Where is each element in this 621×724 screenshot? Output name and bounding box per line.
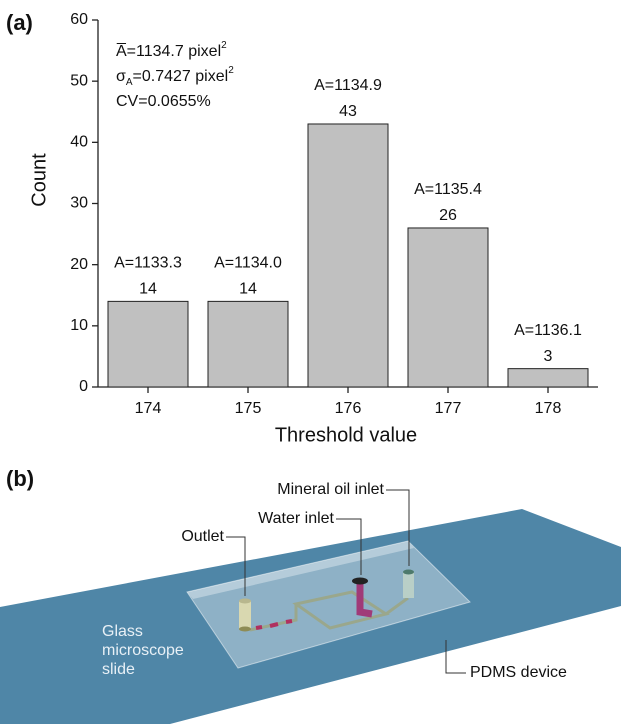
y-tick-label: 10 (70, 317, 88, 334)
value-label: 14 (139, 281, 157, 298)
stat-sup: 2 (228, 65, 234, 76)
y-tick-label: 20 (70, 256, 88, 273)
bar (107, 300, 189, 388)
device-diagram: Mineral oil inlet Water inlet Outlet PDM… (0, 481, 621, 724)
bar-annotation: A=1135.4 (414, 181, 482, 198)
pdms-block (186, 540, 471, 669)
oil-port (403, 569, 414, 575)
stat-line: CV=0.0655% (116, 93, 211, 110)
bar (307, 123, 389, 388)
channel (292, 590, 409, 630)
callout: Outlet (181, 528, 224, 545)
water-tube (356, 582, 373, 618)
y-tick-label: 30 (70, 195, 88, 212)
outlet-base (239, 626, 251, 632)
value-label: 14 (239, 281, 257, 298)
stat-sub: A (126, 77, 133, 88)
x-tick-label: 175 (235, 400, 262, 417)
stat-sup: 2 (221, 40, 227, 51)
x-tick-label: 178 (535, 400, 562, 417)
leader-line (226, 536, 246, 596)
stat-symbol: σ (116, 68, 126, 85)
value-label: 26 (439, 207, 457, 224)
y-tick-label: 0 (79, 378, 88, 395)
value-label: 3 (544, 348, 553, 365)
leader-line (445, 640, 466, 674)
callout: Water inlet (258, 510, 334, 527)
stats: A̅=1134.7 pixel2 σA=0.7427 pixel2 CV=0.0… (116, 40, 234, 111)
y-tick-label: 60 (70, 11, 88, 28)
bar-annotation: A=1133.3 (114, 255, 182, 272)
bar-annotation: A=1134.0 (214, 255, 282, 272)
x-axis-label: Threshold value (275, 424, 417, 446)
outlet-tube (239, 601, 251, 629)
x-tick-label: 176 (335, 400, 362, 417)
callout: PDMS device (470, 664, 567, 681)
leader-line (386, 489, 410, 566)
y-tick-label: 40 (70, 134, 88, 151)
y-axis-label: Count (28, 153, 50, 207)
droplets (255, 619, 293, 630)
bar-annotation: A=1136.1 (514, 322, 582, 339)
outlet-port (239, 598, 251, 604)
panel-label: (b) (6, 466, 34, 491)
slide-label: microscope (102, 642, 184, 659)
stat-line: A̅=1134.7 pixel2 (116, 40, 227, 61)
stat-line: σA=0.7427 pixel2 (116, 65, 234, 88)
oil-tube (403, 572, 414, 598)
bar (507, 368, 589, 388)
callout: Mineral oil inlet (277, 481, 384, 498)
slide-label: Glass (102, 623, 143, 640)
x-tick-label: 177 (435, 400, 462, 417)
bar (407, 227, 489, 388)
glass-slide (0, 509, 621, 724)
pdms-top-edge (187, 541, 414, 599)
bar (207, 300, 289, 388)
bar-annotation: A=1134.9 (314, 77, 382, 94)
water-inlet-port (352, 577, 368, 585)
value-label: 43 (339, 103, 357, 120)
stat-text: A̅=1134.7 pixel (116, 42, 221, 60)
leader-line (336, 518, 362, 575)
stat-text: =0.7427 pixel (133, 68, 229, 85)
slide-label: slide (102, 661, 135, 678)
x-tick-label: 174 (135, 400, 162, 417)
channel (249, 604, 298, 632)
panel-label: (a) (6, 10, 33, 35)
y-tick-label: 50 (70, 72, 88, 89)
